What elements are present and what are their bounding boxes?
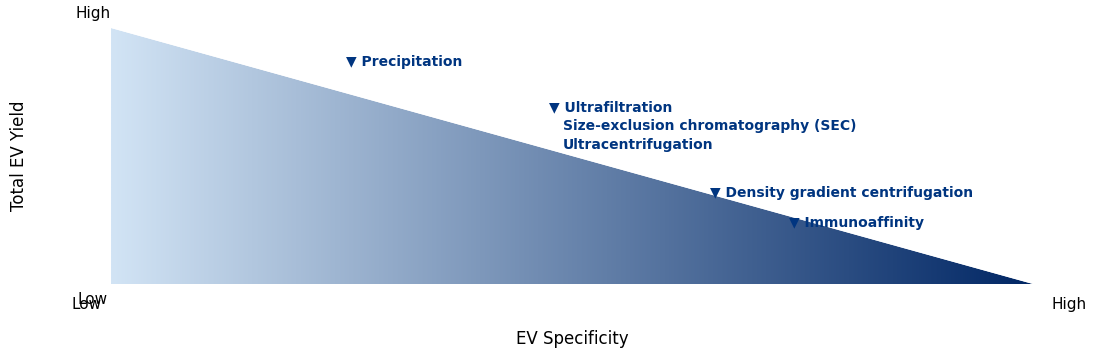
Text: ▼ Precipitation: ▼ Precipitation [347, 55, 462, 69]
Text: EV Specificity: EV Specificity [516, 330, 629, 348]
Text: Total EV Yield: Total EV Yield [10, 101, 28, 212]
Text: ▼ Ultrafiltration: ▼ Ultrafiltration [549, 100, 672, 114]
Text: Low: Low [72, 297, 102, 312]
Text: Size-exclusion chromatography (SEC): Size-exclusion chromatography (SEC) [563, 119, 857, 133]
Text: High: High [1052, 297, 1087, 312]
Text: Low: Low [78, 292, 108, 307]
Text: ▼ Immunoaffinity: ▼ Immunoaffinity [789, 216, 924, 230]
Text: High: High [76, 6, 110, 21]
Polygon shape [111, 28, 1033, 284]
Text: Ultracentrifugation: Ultracentrifugation [563, 138, 713, 152]
Text: ▼ Density gradient centrifugation: ▼ Density gradient centrifugation [711, 186, 973, 200]
